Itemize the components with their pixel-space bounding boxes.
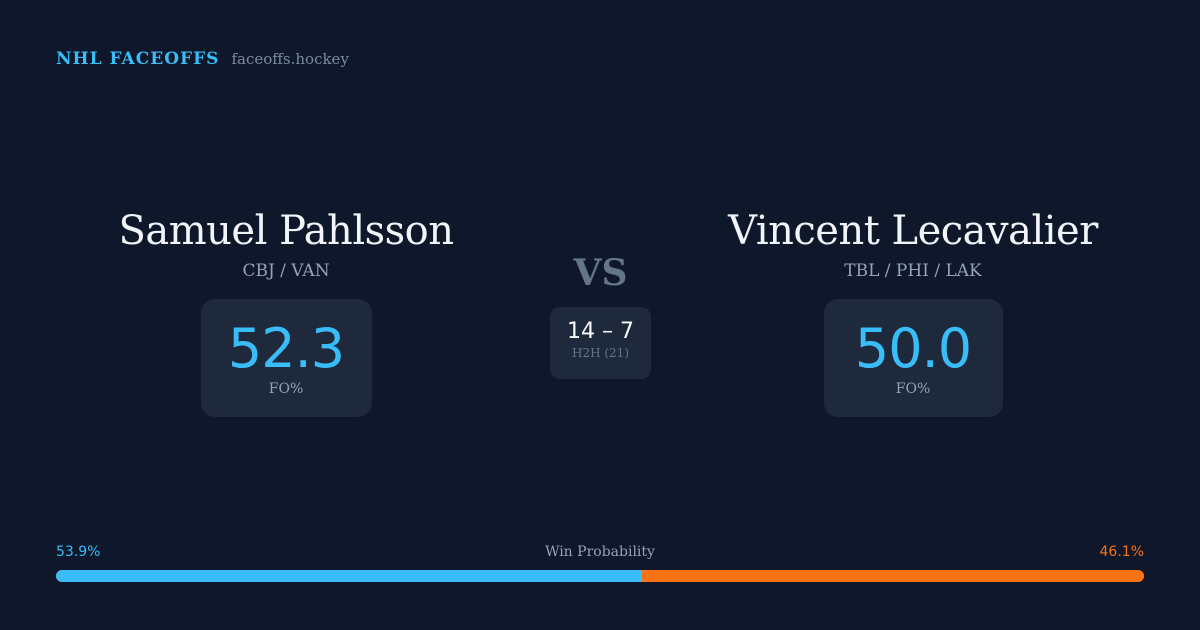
player-a-fo-box: 52.3 FO%: [200, 299, 372, 417]
player-b-teams: TBL / PHI / LAK: [844, 261, 982, 281]
brand-url: faceoffs.hockey: [231, 50, 349, 68]
win-probability-bar: [56, 570, 1144, 582]
player-b-fo-label: FO%: [895, 381, 931, 397]
player-a-fo-label: FO%: [268, 381, 304, 397]
player-b-card: Vincent Lecavalier TBL / PHI / LAK 50.0 …: [653, 205, 1173, 417]
brand-header: NHL FACEOFFS faceoffs.hockey: [56, 49, 349, 69]
player-b-name: Vincent Lecavalier: [728, 208, 1098, 254]
player-b-fo-value: 50.0: [854, 317, 972, 380]
win-prob-bar-a: [56, 570, 643, 582]
h2h-box: 14 – 7 H2H (21): [550, 307, 651, 379]
player-b-fo-box: 50.0 FO%: [823, 299, 1003, 417]
win-prob-b: 46.1%: [1099, 544, 1144, 560]
win-prob-bar-b: [642, 570, 1144, 582]
player-a-card: Samuel Pahlsson CBJ / VAN 52.3 FO%: [26, 205, 546, 417]
h2h-label: H2H (21): [571, 346, 629, 360]
player-a-name: Samuel Pahlsson: [118, 208, 454, 254]
win-prob-label: Win Probability: [545, 544, 655, 560]
h2h-score: 14 – 7: [567, 319, 634, 344]
vs-label: VS: [573, 252, 628, 294]
brand-title: NHL FACEOFFS: [56, 49, 220, 69]
player-a-fo-value: 52.3: [227, 317, 345, 380]
win-prob-a: 53.9%: [56, 544, 101, 560]
player-a-teams: CBJ / VAN: [242, 261, 330, 281]
